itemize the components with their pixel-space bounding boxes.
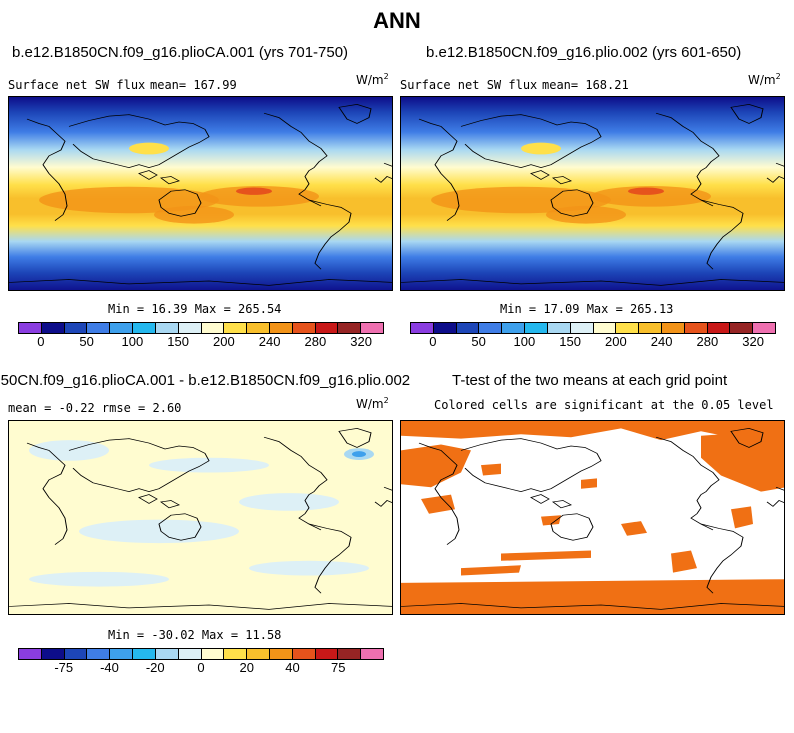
colorbar-box [479, 323, 503, 333]
colorbar-box [201, 323, 225, 333]
colorbar-box [525, 323, 548, 333]
colorbar-tick-label: 0 [37, 334, 45, 349]
panel-title-bottom-left: 1850CN.f09_g16.plioCA.001 - b.e12.B1850C… [0, 372, 411, 389]
colorbar-box [361, 323, 383, 333]
colorbar-tick-label: 150 [559, 334, 581, 349]
colorbar-box [178, 323, 202, 333]
colorbar-box [361, 649, 383, 659]
colorbar-box [19, 323, 42, 333]
map-bottom-right [400, 420, 785, 615]
colorbar-box [730, 323, 754, 333]
colorbar-box [269, 649, 293, 659]
mean-label-top-left: mean= 167.99 [150, 78, 237, 92]
map-bottom-left [8, 420, 393, 615]
map-top-left [8, 96, 393, 291]
colorbar-box [433, 323, 457, 333]
colorbar-box [593, 323, 617, 333]
colorbar-box [753, 323, 775, 333]
colorbar-box [41, 323, 65, 333]
colorbar-box [292, 323, 316, 333]
colorbar-box [133, 649, 156, 659]
colorbar-box [502, 323, 526, 333]
colorbar-box [247, 649, 270, 659]
map-top-right [400, 96, 785, 291]
colorbar-ticks-bottom-left: -75 -40 -20 0 20 40 75 [18, 660, 384, 678]
panel-title-bottom-left-clip: 1850CN.f09_g16.plioCA.001 - b.e12.B1850C… [0, 372, 450, 392]
colorbar-box [616, 323, 640, 333]
colorbar-box [19, 649, 42, 659]
colorbar-tick-label: 100 [513, 334, 536, 349]
colorbar-box [224, 323, 248, 333]
colorbar-box [155, 649, 179, 659]
colorbar-tick-label: 320 [350, 334, 372, 349]
colorbar-tick-label: 100 [121, 334, 144, 349]
colorbar-tick-label: 240 [650, 334, 673, 349]
mean-label-top-right: mean= 168.21 [542, 78, 629, 92]
colorbar-tick-label: 280 [304, 334, 327, 349]
colorbar-tick-label: -20 [145, 660, 165, 675]
colorbar-tick-label: 50 [471, 334, 486, 349]
colorbar-bottom-left [18, 648, 384, 660]
colorbar-box [110, 649, 134, 659]
colorbar-box [64, 323, 88, 333]
colorbar-box [224, 649, 248, 659]
minmax-bottom-left: Min = -30.02 Max = 11.58 [108, 628, 282, 642]
panel-title-top-right: b.e12.B1850CN.f09_g16.plio.002 (yrs 601-… [426, 44, 742, 61]
colorbar-ticks-top-right: 0 50 100 150 200 240 280 320 [410, 334, 776, 352]
main-title: ANN [373, 8, 421, 33]
colorbar-box [87, 649, 111, 659]
stats-bottom-left: mean = -0.22 rmse = 2.60 [8, 401, 182, 415]
colorbar-top-left [18, 322, 384, 334]
colorbar-box [201, 649, 225, 659]
minmax-top-right: Min = 17.09 Max = 265.13 [500, 302, 674, 316]
colorbar-box [547, 323, 571, 333]
colorbar-tick-label: 50 [79, 334, 94, 349]
colorbar-tick-label: -40 [100, 660, 119, 675]
colorbar-box [639, 323, 662, 333]
colorbar-tick-label: 320 [742, 334, 764, 349]
colorbar-tick-label: 200 [605, 334, 627, 349]
panel-title-bottom-right: T-test of the two means at each grid poi… [452, 372, 728, 389]
colorbar-box [178, 649, 202, 659]
colorbar-box [247, 323, 270, 333]
panel-title-top-left: b.e12.B1850CN.f09_g16.plioCA.001 (yrs 70… [12, 44, 349, 61]
colorbar-box [269, 323, 293, 333]
colorbar-box [684, 323, 708, 333]
colorbar-box [338, 323, 362, 333]
colorbar-box [570, 323, 594, 333]
colorbar-tick-label: 40 [285, 660, 300, 675]
colorbar-box [661, 323, 685, 333]
colorbar-box [87, 323, 111, 333]
units-bottom-left: W/m2 [356, 396, 389, 411]
colorbar-top-right [410, 322, 776, 334]
colorbar-tick-label: 0 [429, 334, 437, 349]
units-top-left: W/m2 [356, 72, 389, 87]
colorbar-box [456, 323, 480, 333]
colorbar-box [110, 323, 134, 333]
colorbar-box [64, 649, 88, 659]
colorbar-tick-label: 20 [239, 660, 254, 675]
colorbar-box [315, 323, 339, 333]
colorbar-box [41, 649, 65, 659]
colorbar-tick-label: 280 [696, 334, 719, 349]
colorbar-box [411, 323, 434, 333]
colorbar-box [338, 649, 362, 659]
minmax-top-left: Min = 16.39 Max = 265.54 [108, 302, 282, 316]
colorbar-box [315, 649, 339, 659]
subtitle-bottom-right: Colored cells are significant at the 0.0… [434, 398, 774, 412]
colorbar-box [133, 323, 156, 333]
colorbar-tick-label: 240 [258, 334, 281, 349]
colorbar-box [292, 649, 316, 659]
colorbar-tick-label: -75 [54, 660, 74, 675]
units-top-right: W/m2 [748, 72, 781, 87]
colorbar-box [707, 323, 731, 333]
colorbar-tick-label: 0 [197, 660, 205, 675]
colorbar-tick-label: 75 [331, 660, 346, 675]
colorbar-ticks-top-left: 0 50 100 150 200 240 280 320 [18, 334, 384, 352]
variable-label-top-right: Surface net SW flux [400, 78, 538, 92]
colorbar-tick-label: 150 [167, 334, 189, 349]
colorbar-box [155, 323, 179, 333]
colorbar-tick-label: 200 [213, 334, 235, 349]
variable-label-top-left: Surface net SW flux [8, 78, 146, 92]
